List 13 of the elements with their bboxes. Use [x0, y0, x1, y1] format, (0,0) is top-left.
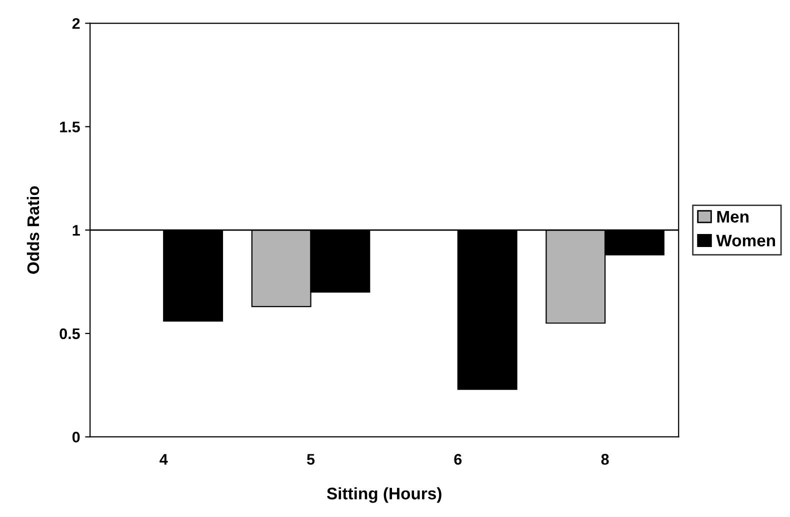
y-tick-label: 2 — [72, 18, 80, 29]
x-tick-label: 5 — [306, 454, 315, 465]
y-tick-label: 1.5 — [60, 122, 80, 132]
x-tick-label: 8 — [601, 454, 609, 465]
y-tick-label: 0.5 — [60, 328, 80, 340]
legend-label: Women — [716, 234, 776, 246]
x-tick-label: 4 — [160, 454, 168, 465]
y-tick-label: 0 — [72, 432, 80, 443]
x-tick-label: 6 — [454, 454, 462, 465]
legend-label: Men — [717, 210, 748, 223]
y-tick-label: 1 — [72, 225, 80, 236]
y-axis-title: Odds Ratio — [26, 186, 40, 274]
x-axis-title: Sitting (Hours) — [326, 487, 442, 503]
